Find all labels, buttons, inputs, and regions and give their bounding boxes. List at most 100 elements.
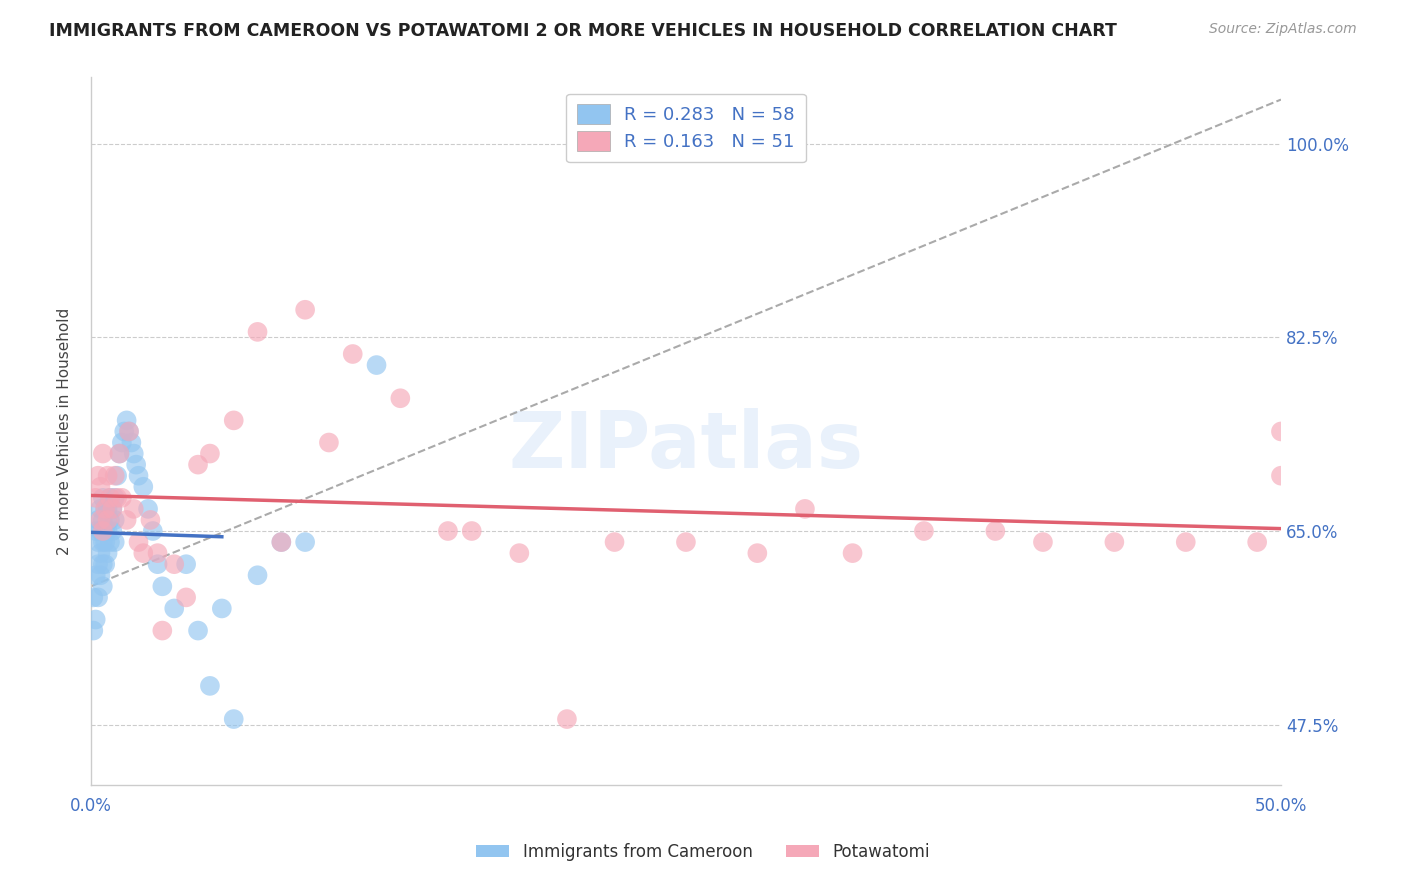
Point bbox=[270, 535, 292, 549]
Point bbox=[91, 535, 114, 549]
Point bbox=[91, 524, 114, 538]
Point bbox=[270, 535, 292, 549]
Point bbox=[97, 546, 120, 560]
Point bbox=[105, 491, 128, 505]
Point bbox=[94, 558, 117, 572]
Point bbox=[98, 491, 121, 505]
Point bbox=[101, 501, 124, 516]
Point bbox=[91, 513, 114, 527]
Point bbox=[104, 535, 127, 549]
Point bbox=[555, 712, 578, 726]
Point bbox=[111, 491, 134, 505]
Point bbox=[174, 591, 197, 605]
Point bbox=[603, 535, 626, 549]
Point bbox=[94, 501, 117, 516]
Point bbox=[146, 558, 169, 572]
Point bbox=[1104, 535, 1126, 549]
Point bbox=[89, 480, 111, 494]
Point bbox=[101, 524, 124, 538]
Point bbox=[84, 491, 107, 505]
Point bbox=[122, 446, 145, 460]
Point bbox=[98, 513, 121, 527]
Point bbox=[87, 513, 110, 527]
Point bbox=[84, 568, 107, 582]
Point bbox=[87, 535, 110, 549]
Legend: R = 0.283   N = 58, R = 0.163   N = 51: R = 0.283 N = 58, R = 0.163 N = 51 bbox=[567, 94, 806, 162]
Point bbox=[97, 468, 120, 483]
Point bbox=[115, 413, 138, 427]
Point bbox=[1246, 535, 1268, 549]
Point bbox=[174, 558, 197, 572]
Point bbox=[97, 501, 120, 516]
Point bbox=[94, 501, 117, 516]
Point bbox=[318, 435, 340, 450]
Point bbox=[342, 347, 364, 361]
Point bbox=[84, 524, 107, 538]
Point bbox=[84, 613, 107, 627]
Point bbox=[118, 425, 141, 439]
Point bbox=[82, 624, 104, 638]
Point bbox=[142, 524, 165, 538]
Point bbox=[187, 458, 209, 472]
Point bbox=[508, 546, 530, 560]
Point bbox=[128, 468, 150, 483]
Point bbox=[101, 501, 124, 516]
Point bbox=[1032, 535, 1054, 549]
Point bbox=[294, 535, 316, 549]
Point bbox=[120, 435, 142, 450]
Point bbox=[112, 425, 135, 439]
Point bbox=[97, 513, 120, 527]
Text: Source: ZipAtlas.com: Source: ZipAtlas.com bbox=[1209, 22, 1357, 37]
Point bbox=[105, 468, 128, 483]
Point bbox=[89, 501, 111, 516]
Point bbox=[675, 535, 697, 549]
Point bbox=[294, 302, 316, 317]
Text: IMMIGRANTS FROM CAMEROON VS POTAWATOMI 2 OR MORE VEHICLES IN HOUSEHOLD CORRELATI: IMMIGRANTS FROM CAMEROON VS POTAWATOMI 2… bbox=[49, 22, 1118, 40]
Point bbox=[94, 524, 117, 538]
Point bbox=[87, 558, 110, 572]
Point bbox=[389, 391, 412, 405]
Point bbox=[91, 491, 114, 505]
Y-axis label: 2 or more Vehicles in Household: 2 or more Vehicles in Household bbox=[58, 308, 72, 555]
Point bbox=[246, 568, 269, 582]
Point bbox=[104, 468, 127, 483]
Point bbox=[87, 591, 110, 605]
Text: ZIPatlas: ZIPatlas bbox=[509, 408, 863, 483]
Point bbox=[912, 524, 935, 538]
Point bbox=[984, 524, 1007, 538]
Point bbox=[87, 468, 110, 483]
Point bbox=[98, 491, 121, 505]
Point bbox=[150, 579, 173, 593]
Point bbox=[115, 513, 138, 527]
Point bbox=[437, 524, 460, 538]
Point bbox=[1270, 468, 1292, 483]
Point bbox=[122, 501, 145, 516]
Point bbox=[1270, 425, 1292, 439]
Point bbox=[91, 446, 114, 460]
Point bbox=[461, 524, 484, 538]
Point bbox=[89, 568, 111, 582]
Point bbox=[163, 601, 186, 615]
Point bbox=[150, 624, 173, 638]
Point bbox=[89, 524, 111, 538]
Point bbox=[108, 446, 131, 460]
Point bbox=[82, 591, 104, 605]
Point bbox=[246, 325, 269, 339]
Point bbox=[98, 535, 121, 549]
Point bbox=[104, 491, 127, 505]
Point bbox=[198, 446, 221, 460]
Point bbox=[91, 558, 114, 572]
Point bbox=[187, 624, 209, 638]
Point bbox=[104, 513, 127, 527]
Point bbox=[139, 513, 162, 527]
Point bbox=[163, 558, 186, 572]
Point bbox=[132, 546, 155, 560]
Point bbox=[747, 546, 769, 560]
Point bbox=[89, 546, 111, 560]
Point bbox=[97, 524, 120, 538]
Point bbox=[125, 458, 148, 472]
Point bbox=[136, 501, 159, 516]
Point bbox=[366, 358, 388, 372]
Point bbox=[146, 546, 169, 560]
Point bbox=[128, 535, 150, 549]
